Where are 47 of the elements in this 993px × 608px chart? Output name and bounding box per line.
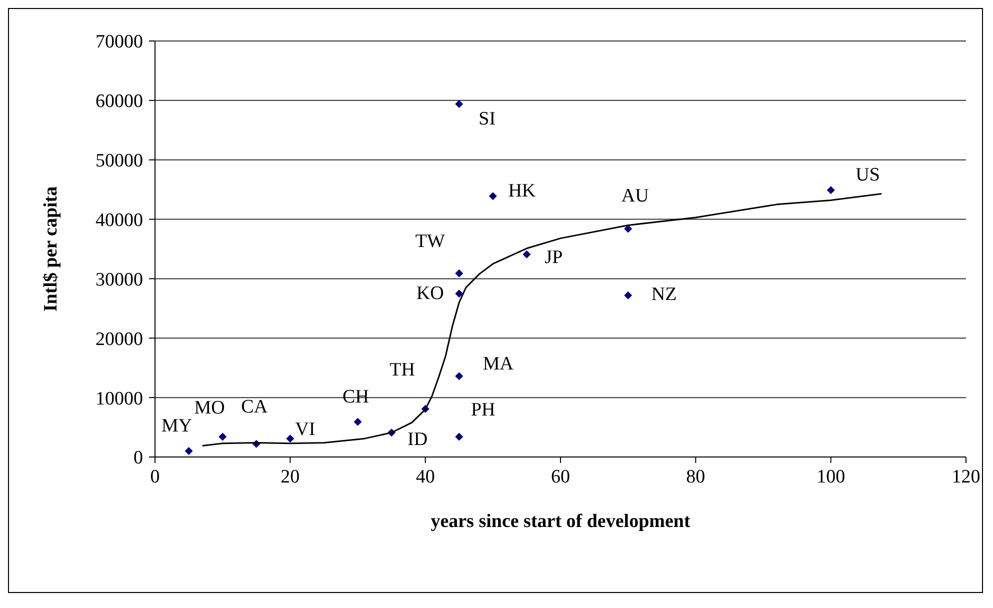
y-tick-label: 30000 xyxy=(96,269,143,290)
point xyxy=(624,291,632,300)
point xyxy=(488,192,497,200)
x-axis-title: years since start of development xyxy=(430,511,691,532)
annotation: SI xyxy=(478,108,496,130)
point xyxy=(354,418,362,426)
annotation: ID xyxy=(408,429,428,450)
x-tick-label: 20 xyxy=(280,466,300,488)
y-tick-label: 50000 xyxy=(96,150,143,172)
annotation: NZ xyxy=(651,284,677,305)
annotation: PH xyxy=(470,399,496,420)
point xyxy=(455,290,464,298)
annotation: TH xyxy=(390,359,416,380)
x-tick-label: 80 xyxy=(686,466,706,488)
point xyxy=(624,224,632,233)
point xyxy=(286,434,294,443)
annotation: VI xyxy=(295,419,316,440)
annotation: AU xyxy=(621,185,650,206)
annotation: MA xyxy=(482,354,514,375)
point xyxy=(455,100,464,108)
point xyxy=(522,250,531,258)
x-tick-label: 0 xyxy=(150,466,160,488)
annotation: CA xyxy=(241,396,268,418)
annotation: US xyxy=(856,164,880,186)
x-tick-label: 60 xyxy=(551,466,570,488)
annotation: MO xyxy=(194,397,225,418)
point xyxy=(218,432,227,441)
y-tick-label: 20000 xyxy=(96,328,143,350)
annotation: HK xyxy=(508,180,536,202)
annotation: KO xyxy=(416,283,444,304)
x-tick-label: 40 xyxy=(416,466,435,488)
x-tick-label: 120 xyxy=(952,466,980,488)
y-tick-label: 40000 xyxy=(96,210,143,232)
point xyxy=(184,447,193,456)
point xyxy=(455,432,464,441)
y-tick-label: 60000 xyxy=(96,91,143,112)
y-axis-title: Intl$ per capita xyxy=(40,186,62,312)
annotation: JP xyxy=(544,246,563,268)
x-tick-label: 100 xyxy=(816,466,846,488)
annotation: TW xyxy=(415,230,445,252)
y-tick-label: 10000 xyxy=(96,388,143,410)
annotation: MY xyxy=(161,416,192,437)
y-tick-label: 70000 xyxy=(96,32,143,53)
y-tick-label: 0 xyxy=(134,448,143,469)
point xyxy=(455,372,464,380)
point xyxy=(826,186,835,194)
point xyxy=(455,269,464,278)
